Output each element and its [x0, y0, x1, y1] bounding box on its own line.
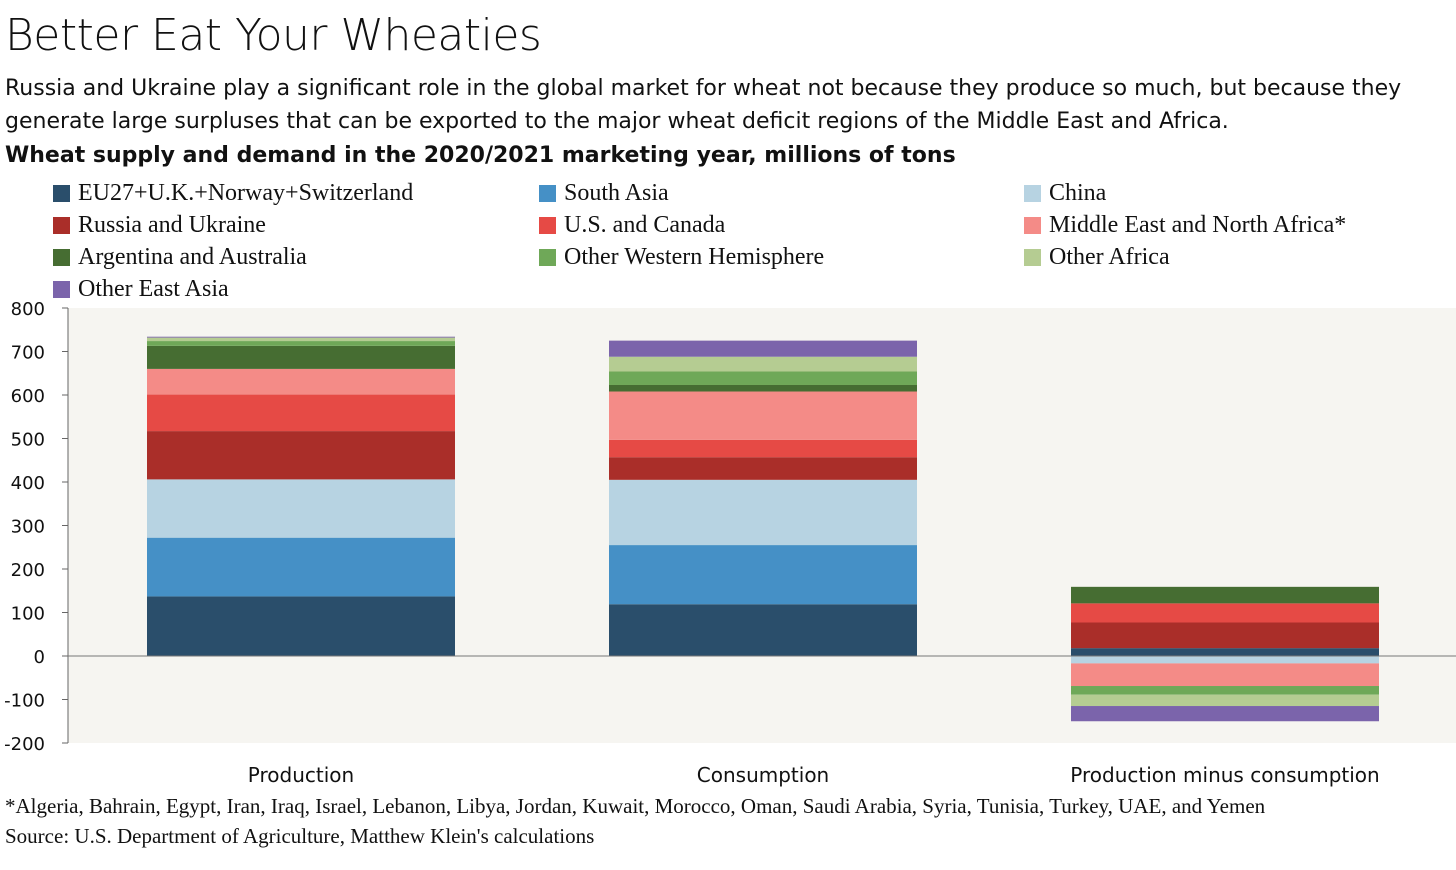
bar-segment: [1071, 656, 1379, 664]
bar-segment: [147, 336, 455, 338]
legend-item: South Asia: [539, 177, 669, 209]
bar-segment: [147, 368, 455, 395]
legend-label: Other Africa: [1049, 243, 1170, 270]
chart-title: Better Eat Your Wheaties: [5, 10, 542, 61]
chart-heading: Wheat supply and demand in the 2020/2021…: [5, 143, 956, 168]
legend-item: Other Africa: [1024, 241, 1170, 273]
y-tick-label: -200: [4, 734, 45, 755]
y-tick-label: 200: [11, 560, 45, 581]
x-tick-label: Consumption: [697, 763, 829, 787]
bar-segment: [609, 439, 917, 458]
bar-segment: [609, 356, 917, 372]
legend-swatch: [53, 216, 70, 234]
y-tick-label: 600: [11, 386, 45, 407]
bar-segment: [609, 340, 917, 357]
legend-label: South Asia: [564, 179, 669, 206]
bars: [147, 336, 1379, 722]
bar-segment: [1071, 622, 1379, 649]
y-tick-label: 800: [11, 300, 45, 320]
y-tick-label: 700: [11, 343, 45, 364]
bar-segment: [147, 537, 455, 597]
legend-swatch: [539, 216, 556, 234]
bar-segment: [609, 371, 917, 385]
bar-segment: [1071, 694, 1379, 707]
legend-label: Middle East and North Africa*: [1049, 211, 1347, 238]
bar-segment: [147, 337, 455, 342]
bar-segment: [147, 394, 455, 432]
bar-segment: [1071, 663, 1379, 687]
y-tick-label: 500: [11, 430, 45, 451]
legend-label: Argentina and Australia: [78, 243, 307, 270]
bar-segment: [147, 479, 455, 538]
bar-segment: [147, 431, 455, 480]
legend-swatch: [539, 248, 556, 266]
legend-label: Other Western Hemisphere: [564, 243, 825, 270]
bar-segment: [609, 384, 917, 392]
y-tick-label: 400: [11, 473, 45, 494]
legend-item: Russia and Ukraine: [53, 209, 266, 241]
y-axis-ticks: 800 700 600 500 400 300 200 100 0 -100 -200: [4, 300, 68, 755]
bar-segment: [1071, 586, 1379, 604]
stacked-bar-chart: 800 700 600 500 400 300 200 100 0 -100 -200 Produc…: [4, 300, 1456, 787]
bar-segment: [609, 604, 917, 656]
legend-item: China: [1024, 177, 1106, 209]
bar-segment: [1071, 686, 1379, 695]
legend-item: Other Western Hemisphere: [539, 241, 824, 273]
legend-swatch: [1024, 248, 1041, 266]
legend-label: U.S. and Canada: [564, 211, 726, 238]
legend-swatch: [1024, 216, 1041, 234]
legend-label: Russia and Ukraine: [78, 211, 266, 238]
legend-swatch: [1024, 184, 1041, 202]
legend-label: EU27+U.K.+Norway+Switzerland: [78, 179, 414, 206]
bar-segment: [609, 457, 917, 480]
legend-item: Middle East and North Africa*: [1024, 209, 1346, 241]
bar-segment: [609, 391, 917, 440]
bar-segment: [1071, 603, 1379, 623]
bar-segment: [147, 596, 455, 656]
bar-segment: [147, 341, 455, 346]
footnote: *Algeria, Bahrain, Egypt, Iran, Iraq, Is…: [5, 794, 1266, 818]
bar-segment: [1071, 706, 1379, 722]
legend-swatch: [53, 184, 70, 202]
legend-item: U.S. and Canada: [539, 209, 725, 241]
legend-swatch: [539, 184, 556, 202]
bar-segment: [147, 345, 455, 369]
legend-item: Argentina and Australia: [53, 241, 307, 273]
legend-label: China: [1049, 179, 1107, 206]
y-tick-label: 100: [11, 604, 45, 625]
chart-subtitle: Russia and Ukraine play a significant ro…: [5, 76, 1402, 134]
bar-segment: [609, 479, 917, 546]
y-tick-label: 300: [11, 517, 45, 538]
y-tick-label: 0: [34, 647, 45, 668]
x-axis-labels: Production Consumption Production minus co…: [248, 763, 1380, 787]
bar-segment: [1071, 648, 1379, 656]
source-note: Source: U.S. Department of Agriculture, …: [5, 824, 595, 848]
legend-item: Other East Asia: [53, 273, 229, 305]
x-tick-label: Production: [248, 763, 354, 787]
legend-swatch: [53, 280, 70, 298]
y-tick-label: -100: [4, 691, 45, 712]
bar-segment: [609, 545, 917, 605]
x-tick-label: Production minus consumption: [1070, 763, 1379, 787]
legend-label: Other East Asia: [78, 275, 229, 302]
legend: EU27+U.K.+Norway+Switzerland South Asia Ch…: [53, 177, 1453, 307]
legend-item: EU27+U.K.+Norway+Switzerland: [53, 177, 413, 209]
legend-swatch: [53, 248, 70, 266]
